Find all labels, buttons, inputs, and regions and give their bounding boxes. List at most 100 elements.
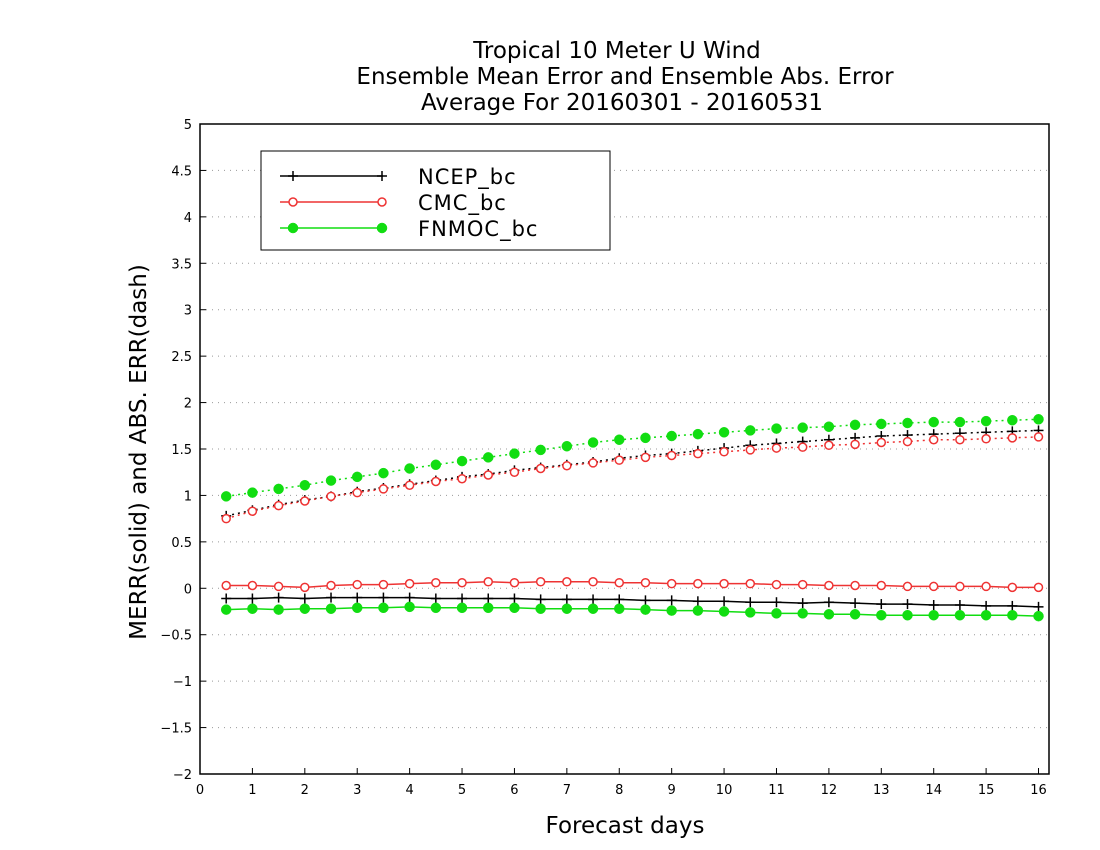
abs-error-point-fnmoc-bc (1033, 414, 1044, 425)
abs-error-point-cmc-bc (902, 436, 913, 447)
abs-error-point-cmc-bc (273, 500, 284, 511)
mean-error-point-fnmoc-bc (823, 609, 835, 620)
x-tick-label: 7 (563, 783, 571, 798)
mean-error-point-ncep-bc (928, 600, 939, 610)
mean-error-point-fnmoc-bc (325, 603, 337, 614)
mean-error-point-ncep-bc (771, 597, 782, 608)
mean-error-point-cmc-bc (1033, 582, 1044, 593)
mean-error-point-cmc-bc (326, 580, 336, 591)
mean-error-point-fnmoc-bc (1007, 609, 1018, 621)
legend-item-ncep-bc: NCEP_bc (280, 165, 516, 190)
y-tick-label: 5 (184, 118, 192, 133)
mean-error-point-cmc-bc (247, 580, 258, 591)
series-cmc-bc (221, 432, 1044, 593)
y-axis: −2 −1.5 −1 −0.5 0 0.5 1 1.5 2 2.5 3 3.5 4 4.5 5 (160, 118, 206, 783)
mean-error-point-cmc-bc (797, 579, 808, 590)
legend-label-cmc-bc: CMC_bc (418, 191, 507, 216)
mean-error-point-cmc-bc (300, 582, 310, 593)
legend-marker-cmc-bc (288, 197, 298, 207)
mean-error-point-cmc-bc (745, 578, 756, 589)
abs-error-point-fnmoc-bc (745, 425, 756, 436)
mean-error-point-ncep-bc (457, 593, 468, 604)
y-tick-label: 1.5 (171, 443, 192, 458)
abs-error-point-fnmoc-bc (797, 422, 808, 433)
mean-error-point-fnmoc-bc (587, 603, 599, 614)
mean-error-point-fnmoc-bc (718, 606, 730, 617)
mean-error-line-fnmoc-bc (226, 606, 1039, 617)
abs-error-line-ncep-bc (226, 429, 1039, 517)
abs-error-point-cmc-bc (614, 455, 625, 465)
mean-error-line-cmc-bc (226, 581, 1039, 589)
mean-error-point-ncep-bc (561, 594, 572, 605)
abs-error-point-fnmoc-bc (823, 421, 835, 432)
mean-error-point-fnmoc-bc (1033, 610, 1044, 622)
y-tick-label: 3.5 (171, 257, 192, 272)
abs-error-point-fnmoc-bc (980, 415, 992, 427)
mean-error-point-ncep-bc (299, 593, 310, 604)
abs-error-point-cmc-bc (693, 448, 703, 459)
abs-error-line-fnmoc-bc (226, 418, 1039, 498)
series-ncep-bc (221, 425, 1044, 612)
abs-error-point-cmc-bc (378, 484, 389, 494)
mean-error-point-cmc-bc (404, 578, 415, 589)
x-tick-label: 3 (353, 783, 361, 798)
abs-error-point-cmc-bc (745, 445, 756, 455)
mean-error-point-cmc-bc (483, 577, 493, 587)
abs-error-point-cmc-bc (824, 440, 834, 451)
abs-error-point-cmc-bc (562, 460, 572, 471)
mean-error-point-fnmoc-bc (351, 602, 363, 614)
abs-error-point-cmc-bc (588, 458, 598, 468)
mean-error-point-fnmoc-bc (273, 604, 284, 615)
mean-error-point-fnmoc-bc (928, 609, 939, 621)
legend-marker-ncep-bc (377, 171, 387, 181)
y-tick-label: 0 (184, 582, 192, 597)
y-tick-label: 2.5 (171, 350, 192, 365)
x-tick-label: 12 (821, 783, 838, 798)
abs-error-point-fnmoc-bc (247, 487, 258, 498)
mean-error-point-fnmoc-bc (247, 603, 258, 614)
x-tick-label: 14 (925, 783, 942, 798)
mean-error-point-fnmoc-bc (745, 607, 756, 618)
abs-error-point-cmc-bc (247, 506, 258, 516)
abs-error-point-cmc-bc (719, 447, 729, 457)
mean-error-point-fnmoc-bc (640, 604, 651, 615)
abs-error-point-cmc-bc (876, 437, 887, 448)
mean-error-point-cmc-bc (509, 577, 520, 588)
mean-error-point-cmc-bc (221, 580, 231, 591)
y-tick-label: −1 (173, 675, 192, 690)
mean-error-point-ncep-bc (378, 592, 389, 603)
mean-error-point-ncep-bc (247, 593, 258, 604)
mean-error-point-ncep-bc (981, 600, 992, 611)
legend-marker-fnmoc-bc (287, 222, 299, 234)
x-tick-label: 0 (196, 783, 204, 798)
mean-error-point-ncep-bc (588, 594, 599, 605)
mean-error-point-ncep-bc (273, 592, 284, 603)
abs-error-point-fnmoc-bc (299, 479, 311, 491)
mean-error-point-ncep-bc (719, 596, 730, 607)
series-fnmoc-bc (220, 414, 1044, 622)
x-tick-label: 10 (716, 783, 733, 798)
mean-error-point-ncep-bc (352, 592, 363, 603)
mean-error-point-cmc-bc (378, 579, 389, 590)
abs-error-point-cmc-bc (771, 443, 782, 453)
x-tick-label: 8 (615, 783, 623, 798)
abs-error-point-fnmoc-bc (509, 448, 520, 459)
mean-error-point-ncep-bc (823, 597, 834, 608)
abs-error-point-fnmoc-bc (954, 416, 966, 428)
mean-error-point-fnmoc-bc (902, 609, 913, 621)
abs-error-point-cmc-bc (457, 473, 467, 484)
mean-error-point-fnmoc-bc (954, 609, 966, 621)
abs-error-point-fnmoc-bc (378, 467, 389, 479)
x-tick-label: 1 (248, 783, 256, 798)
x-tick-label: 9 (668, 783, 676, 798)
y-tick-label: −2 (173, 768, 192, 783)
y-tick-label: 0.5 (171, 536, 192, 551)
legend-label-fnmoc-bc: FNMOC_bc (418, 217, 538, 242)
x-tick-label: 2 (301, 783, 309, 798)
legend-marker-cmc-bc (377, 197, 387, 207)
mean-error-point-ncep-bc (483, 593, 494, 604)
abs-error-point-fnmoc-bc (849, 419, 861, 431)
series-layer (220, 414, 1044, 622)
abs-error-point-fnmoc-bc (587, 437, 599, 448)
mean-error-point-fnmoc-bc (692, 605, 704, 616)
